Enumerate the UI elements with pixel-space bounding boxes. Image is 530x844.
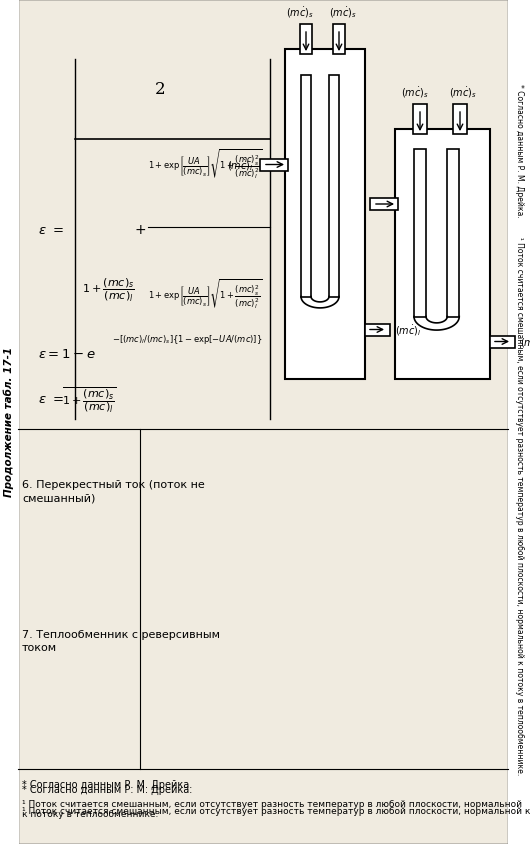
- Text: $1+\exp\!\left[\dfrac{UA}{(mc)_s}\right]\!\sqrt{1+\dfrac{(mc)^2_s}{(mc)^2_l}}$: $1+\exp\!\left[\dfrac{UA}{(mc)_s}\right]…: [148, 278, 262, 311]
- Bar: [260, 160, 288, 171]
- Text: 2: 2: [155, 81, 165, 99]
- Bar: [414, 150, 426, 317]
- Text: $(m\dot{c})_l$: $(m\dot{c})_l$: [395, 322, 421, 338]
- Bar: [370, 199, 398, 211]
- Text: 7. Теплообменник с реверсивным
током: 7. Теплообменник с реверсивным током: [22, 630, 220, 652]
- Text: $(m\dot{c})_l$: $(m\dot{c})_l$: [227, 158, 253, 173]
- Text: $\varepsilon\ =$: $\varepsilon\ =$: [38, 393, 64, 406]
- Bar: [333, 25, 345, 55]
- Bar: [447, 150, 460, 317]
- Text: * Согласно данным Р. М. Дрейка.        ¹ Поток считается смешанным, если отсутст: * Согласно данным Р. М. Дрейка. ¹ Поток …: [515, 84, 524, 775]
- Text: $(m\dot{c})_s$: $(m\dot{c})_s$: [401, 85, 429, 100]
- Text: Продолжение табл. 17-1: Продолжение табл. 17-1: [4, 347, 14, 496]
- Bar: [329, 76, 339, 297]
- Text: $-[(mc)_l/(mc)_s]\{1-\exp[-UA/(mc)]\}$: $-[(mc)_l/(mc)_s]\{1-\exp[-UA/(mc)]\}$: [112, 333, 262, 346]
- Text: $\dfrac{\ \ \ \ \ \ \ \ \ \ \ \ \ \ }{1 + \dfrac{(mc)_s}{(mc)_l}}$: $\dfrac{\ \ \ \ \ \ \ \ \ \ \ \ \ \ }{1 …: [62, 384, 116, 414]
- Text: ¹ Поток считается смешанным, если отсутствует разность температур в любой плоско: ¹ Поток считается смешанным, если отсутс…: [22, 799, 522, 819]
- Text: $(m\dot{c})_l$: $(m\dot{c})_l$: [520, 335, 530, 349]
- Bar: [301, 76, 311, 297]
- Bar: [490, 336, 515, 348]
- Text: ¹ Поток считается смешанным, если отсутствует разность температур в любой плоско: ¹ Поток считается смешанным, если отсутс…: [22, 806, 530, 815]
- Bar: [300, 25, 312, 55]
- Text: * Согласно данным Р. М. Дрейка.: * Согласно данным Р. М. Дрейка.: [22, 779, 192, 789]
- Text: * Согласно данным Р. М. Дрейка.: * Согласно данным Р. М. Дрейка.: [22, 784, 192, 794]
- Bar: [395, 130, 490, 380]
- Bar: [285, 50, 365, 380]
- Text: $\varepsilon\ =$: $\varepsilon\ =$: [38, 223, 64, 236]
- Bar: [508, 0, 530, 844]
- Text: $+$: $+$: [134, 223, 146, 236]
- Text: $(m\dot{c})_s$: $(m\dot{c})_s$: [286, 5, 314, 20]
- Bar: [453, 105, 467, 135]
- Text: $(m\dot{c})_s$: $(m\dot{c})_s$: [449, 85, 477, 100]
- Bar: [413, 105, 427, 135]
- Text: $1 + \dfrac{(mc)_s}{(mc)_l}$: $1 + \dfrac{(mc)_s}{(mc)_l}$: [82, 276, 135, 303]
- Bar: [365, 324, 390, 336]
- Bar: [0, 0, 18, 844]
- Text: $1+\exp\!\left[\dfrac{UA}{(mc)_s}\right]\!\sqrt{1+\dfrac{(mc)^2_s}{(mc)^2_l}}$: $1+\exp\!\left[\dfrac{UA}{(mc)_s}\right]…: [148, 148, 262, 182]
- Text: 6. Перекрестный ток (поток не
смешанный): 6. Перекрестный ток (поток не смешанный): [22, 479, 205, 503]
- Text: $\varepsilon = 1 - e$: $\varepsilon = 1 - e$: [38, 348, 96, 361]
- Text: $(m\dot{c})_s$: $(m\dot{c})_s$: [329, 5, 357, 20]
